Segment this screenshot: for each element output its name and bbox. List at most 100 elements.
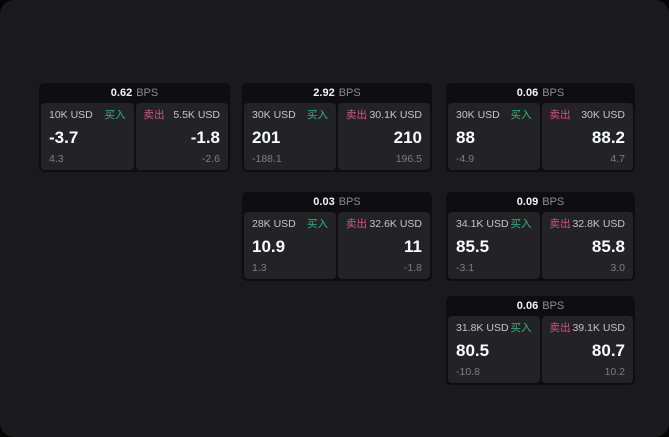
bps-unit: BPS bbox=[542, 195, 565, 208]
main-value: -3.7 bbox=[49, 127, 79, 147]
amount-label: 32.8K USD bbox=[572, 218, 625, 230]
sub-value: 10.2 bbox=[604, 365, 625, 378]
sell-panel[interactable]: 卖出 30K USD 88.2 4.7 bbox=[541, 103, 633, 170]
buy-panel-top: 30K USD 买入 bbox=[252, 110, 328, 121]
sell-panel[interactable]: 卖出 32.6K USD 11 -1.8 bbox=[338, 212, 430, 279]
amount-label: 34.1K USD bbox=[456, 218, 509, 230]
sell-badge: 卖出 bbox=[549, 218, 571, 230]
bps-unit: BPS bbox=[338, 86, 361, 99]
sub-value: -188.1 bbox=[252, 152, 282, 165]
sub-value: -4.9 bbox=[456, 152, 475, 165]
bps-header: 0.06 BPS bbox=[448, 296, 633, 316]
bps-unit: BPS bbox=[542, 86, 565, 99]
buy-panel[interactable]: 30K USD 买入 88 -4.9 bbox=[448, 103, 540, 170]
sell-panel[interactable]: 卖出 30.1K USD 210 196.5 bbox=[338, 103, 430, 170]
bps-value: 0.09 bbox=[516, 195, 539, 208]
bps-header: 0.03 BPS bbox=[244, 192, 430, 212]
buy-badge: 买入 bbox=[307, 109, 328, 121]
panel-row: 30K USD 买入 201 -188.1 卖出 30.1K USD 210 1… bbox=[244, 103, 430, 170]
bps-unit: BPS bbox=[542, 299, 565, 312]
buy-badge: 买入 bbox=[307, 218, 328, 230]
amount-label: 32.6K USD bbox=[369, 218, 422, 230]
bps-header: 0.09 BPS bbox=[448, 192, 633, 212]
quote-card: 0.03 BPS 28K USD 买入 10.9 1.3 卖出 32.6K US… bbox=[242, 192, 432, 281]
bps-unit: BPS bbox=[136, 86, 159, 99]
amount-label: 30K USD bbox=[252, 109, 296, 121]
sell-panel[interactable]: 卖出 32.8K USD 85.8 3.0 bbox=[541, 212, 633, 279]
bps-value: 0.06 bbox=[516, 299, 539, 312]
sub-value: -10.8 bbox=[456, 365, 480, 378]
sell-panel[interactable]: 卖出 5.5K USD -1.8 -2.6 bbox=[135, 103, 228, 170]
sell-badge: 卖出 bbox=[549, 322, 571, 334]
sell-panel-top: 卖出 30.1K USD bbox=[346, 110, 422, 121]
sell-panel-top: 卖出 39.1K USD bbox=[550, 323, 626, 334]
main-value: 210 bbox=[393, 127, 422, 147]
sell-panel-top: 卖出 32.8K USD bbox=[550, 219, 626, 230]
bps-value: 0.62 bbox=[110, 86, 133, 99]
panel-row: 10K USD 买入 -3.7 4.3 卖出 5.5K USD -1.8 -2.… bbox=[41, 103, 228, 170]
amount-label: 30K USD bbox=[581, 109, 625, 121]
sub-value: 4.3 bbox=[49, 152, 64, 165]
buy-badge: 买入 bbox=[510, 218, 532, 230]
quote-card: 0.62 BPS 10K USD 买入 -3.7 4.3 卖出 5.5K USD bbox=[39, 83, 230, 172]
sell-badge: 卖出 bbox=[346, 218, 367, 230]
buy-panel-top: 28K USD 买入 bbox=[252, 219, 328, 230]
buy-panel-top: 10K USD 买入 bbox=[49, 110, 126, 121]
amount-label: 10K USD bbox=[49, 109, 93, 121]
bps-value: 0.06 bbox=[516, 86, 539, 99]
main-value: 80.7 bbox=[591, 340, 625, 360]
main-value: 85.5 bbox=[456, 236, 490, 256]
sub-value: -1.8 bbox=[403, 261, 422, 274]
sub-value: -3.1 bbox=[456, 261, 475, 274]
buy-panel[interactable]: 28K USD 买入 10.9 1.3 bbox=[244, 212, 336, 279]
buy-panel[interactable]: 34.1K USD 买入 85.5 -3.1 bbox=[448, 212, 540, 279]
sell-panel-top: 卖出 30K USD bbox=[550, 110, 626, 121]
quote-card: 0.06 BPS 31.8K USD 买入 80.5 -10.8 卖出 39.1… bbox=[446, 296, 635, 385]
amount-label: 5.5K USD bbox=[173, 109, 220, 121]
main-value: 11 bbox=[404, 236, 422, 256]
buy-panel-top: 30K USD 买入 bbox=[456, 110, 532, 121]
quote-card: 0.06 BPS 30K USD 买入 88 -4.9 卖出 30K USD bbox=[446, 83, 635, 172]
buy-panel[interactable]: 30K USD 买入 201 -188.1 bbox=[244, 103, 336, 170]
bps-header: 0.06 BPS bbox=[448, 83, 633, 103]
main-value: 10.9 bbox=[252, 236, 286, 256]
main-value: -1.8 bbox=[190, 127, 220, 147]
buy-badge: 买入 bbox=[510, 109, 532, 121]
panel-row: 31.8K USD 买入 80.5 -10.8 卖出 39.1K USD 80.… bbox=[448, 316, 633, 383]
sub-value: 196.5 bbox=[395, 152, 422, 165]
sell-badge: 卖出 bbox=[346, 109, 367, 121]
sub-value: 4.7 bbox=[610, 152, 625, 165]
amount-label: 31.8K USD bbox=[456, 322, 509, 334]
buy-panel[interactable]: 10K USD 买入 -3.7 4.3 bbox=[41, 103, 134, 170]
sub-value: 3.0 bbox=[610, 261, 625, 274]
bps-value: 0.03 bbox=[313, 195, 335, 208]
panel-row: 28K USD 买入 10.9 1.3 卖出 32.6K USD 11 -1.8 bbox=[244, 212, 430, 279]
panel-row: 34.1K USD 买入 85.5 -3.1 卖出 32.8K USD 85.8… bbox=[448, 212, 633, 279]
main-value: 80.5 bbox=[456, 340, 490, 360]
bps-header: 2.92 BPS bbox=[244, 83, 430, 103]
main-value: 88.2 bbox=[591, 127, 625, 147]
buy-panel[interactable]: 31.8K USD 买入 80.5 -10.8 bbox=[448, 316, 540, 383]
bps-unit: BPS bbox=[338, 195, 361, 208]
bps-header: 0.62 BPS bbox=[41, 83, 228, 103]
main-value: 201 bbox=[252, 127, 281, 147]
sell-badge: 卖出 bbox=[143, 109, 165, 121]
sell-panel[interactable]: 卖出 39.1K USD 80.7 10.2 bbox=[541, 316, 633, 383]
bps-value: 2.92 bbox=[313, 86, 335, 99]
panel-row: 30K USD 买入 88 -4.9 卖出 30K USD 88.2 4.7 bbox=[448, 103, 633, 170]
sell-panel-top: 卖出 5.5K USD bbox=[144, 110, 221, 121]
buy-badge: 买入 bbox=[510, 322, 532, 334]
sell-panel-top: 卖出 32.6K USD bbox=[346, 219, 422, 230]
amount-label: 30.1K USD bbox=[369, 109, 422, 121]
quote-card: 0.09 BPS 34.1K USD 买入 85.5 -3.1 卖出 32.8K… bbox=[446, 192, 635, 281]
sub-value: 1.3 bbox=[252, 261, 267, 274]
quote-card: 2.92 BPS 30K USD 买入 201 -188.1 卖出 30.1K … bbox=[242, 83, 432, 172]
amount-label: 30K USD bbox=[456, 109, 500, 121]
amount-label: 28K USD bbox=[252, 218, 296, 230]
buy-panel-top: 31.8K USD 买入 bbox=[456, 323, 532, 334]
buy-badge: 买入 bbox=[104, 109, 126, 121]
amount-label: 39.1K USD bbox=[572, 322, 625, 334]
buy-panel-top: 34.1K USD 买入 bbox=[456, 219, 532, 230]
